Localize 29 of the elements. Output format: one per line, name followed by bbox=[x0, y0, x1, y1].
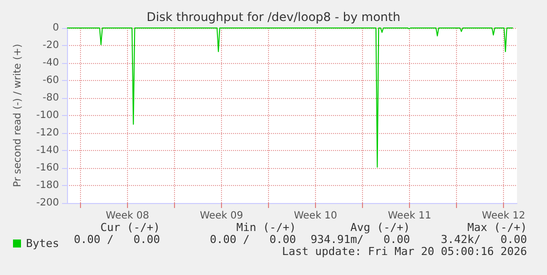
y-tick-label: -140 bbox=[36, 145, 59, 156]
text: 0.00 / 0.00 bbox=[210, 233, 296, 246]
y-tick-label: -120 bbox=[36, 128, 59, 138]
text: Min (-/+) bbox=[236, 221, 296, 234]
y-tick-label: -20 bbox=[42, 40, 59, 51]
y-tick-label: -200 bbox=[36, 198, 59, 208]
line-series bbox=[66, 28, 514, 168]
legend-label: Bytes bbox=[26, 237, 60, 250]
text: 0.00 / 0.00 bbox=[74, 233, 160, 246]
y-tick-label: -60 bbox=[42, 75, 59, 86]
text: Avg (-/+) bbox=[350, 221, 410, 234]
text: 934.91m/ 0.00 bbox=[310, 233, 410, 246]
text: Max (-/+) bbox=[467, 221, 528, 234]
y-axis-title: Pr second read (-) / write (+) bbox=[12, 44, 24, 188]
y-tick-label: -180 bbox=[36, 180, 59, 191]
y-tick-label: -100 bbox=[36, 110, 59, 121]
y-tick-label: -40 bbox=[42, 58, 59, 68]
x-tick-label: Week 08 bbox=[106, 210, 150, 222]
text: 3.42k/ 0.00 bbox=[440, 233, 527, 246]
chart-title: Disk throughput for /dev/loop8 - by month bbox=[146, 10, 400, 24]
x-tick-label: Week 11 bbox=[388, 210, 432, 222]
x-tick-label: Week 10 bbox=[294, 210, 338, 222]
x-tick-label: Week 09 bbox=[200, 210, 244, 222]
text: Cur (-/+) bbox=[100, 221, 160, 234]
y-tick-label: -80 bbox=[42, 92, 59, 104]
y-tick-label: -160 bbox=[36, 162, 59, 174]
x-tick-label: Week 12 bbox=[482, 210, 526, 222]
y-tick-label: 0 bbox=[52, 22, 59, 34]
text: Last update: Fri Mar 20 05:00:16 2026 bbox=[282, 245, 528, 258]
